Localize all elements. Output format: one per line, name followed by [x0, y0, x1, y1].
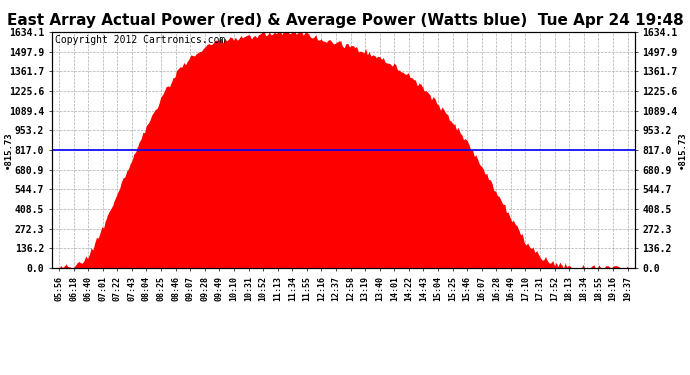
Text: •815.73: •815.73	[3, 131, 12, 169]
Text: Copyright 2012 Cartronics.com: Copyright 2012 Cartronics.com	[55, 35, 225, 45]
Text: •815.73: •815.73	[678, 131, 687, 169]
Text: East Array Actual Power (red) & Average Power (Watts blue)  Tue Apr 24 19:48: East Array Actual Power (red) & Average …	[7, 13, 683, 28]
